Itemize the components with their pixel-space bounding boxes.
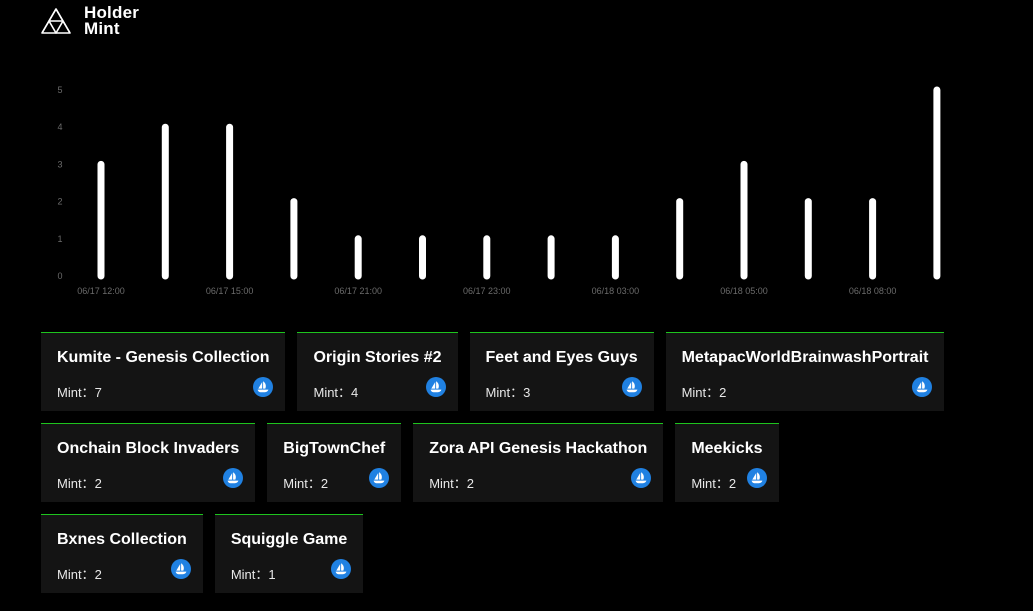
mint-value: 4 [351,385,359,400]
collection-card[interactable]: Feet and Eyes Guys Mint：3 [469,332,654,411]
collection-card[interactable]: Squiggle Game Mint：1 [214,514,364,593]
mint-label: Mint： [230,567,269,582]
mint-value: 1 [268,567,276,582]
mint-count: Mint：2 [691,473,762,492]
mint-value: 2 [94,476,102,491]
collection-name: Meekicks [691,440,763,457]
opensea-icon[interactable] [369,468,390,488]
y-tick-label: 5 [57,85,62,95]
collection-card[interactable]: Origin Stories #2 Mint：4 [297,332,458,411]
collection-row: Kumite - Genesis Collection Mint：7 Origin … [41,332,1001,411]
y-tick-label: 4 [57,122,62,132]
mint-label: Mint： [283,476,321,491]
collection-card[interactable]: MetapacWorldBrainwashPortrait Mint：2 [665,332,945,411]
collection-name: Onchain Block Invaders [57,440,240,457]
mint-label: Mint： [313,385,352,400]
mint-count: Mint：2 [57,473,239,492]
opensea-icon[interactable] [331,559,352,579]
collection-name: Feet and Eyes Guys [485,349,638,366]
y-tick-label: 2 [57,197,62,207]
mint-count: Mint：2 [57,564,187,583]
collection-card[interactable]: Bxnes Collection Mint：2 [41,514,203,593]
x-tick-label: 06/17 21:00 [334,286,382,296]
mint-bar-chart: 0 1 2 3 4 5 06/17 12:00 06/17 15:00 06/17 21:00 0… [57,85,941,296]
mint-count: Mint：7 [57,382,269,401]
collection-row: Onchain Block Invaders Mint：2 BigTownChef M… [41,423,1001,502]
mint-value: 2 [94,567,102,582]
x-tick-label: 06/18 05:00 [720,286,768,296]
collection-card[interactable]: Zora API Genesis Hackathon Mint：2 [413,423,664,502]
mint-label: Mint： [429,476,467,491]
collection-name: BigTownChef [283,440,386,457]
collection-card[interactable]: Meekicks Mint：2 [675,423,779,502]
mint-label: Mint： [57,476,95,491]
mint-value: 2 [466,476,474,491]
mint-value: 3 [523,385,531,400]
mint-count: Mint：3 [486,382,638,401]
brand[interactable]: Holder Mint [40,3,140,38]
collection-name: Kumite - Genesis Collection [57,349,270,366]
mint-count: Mint：4 [313,382,441,401]
brand-line2: Mint [84,19,120,38]
opensea-icon[interactable] [746,468,767,488]
mint-value: 2 [719,385,727,400]
y-tick-label: 0 [57,271,62,281]
opensea-icon[interactable] [621,377,642,397]
opensea-icon[interactable] [912,377,933,397]
mint-count: Mint：1 [231,564,347,583]
brand-line1: Holder [84,3,140,22]
opensea-icon[interactable] [631,468,652,488]
mint-count: Mint：2 [682,382,929,401]
mint-value: 7 [94,385,102,400]
mint-label: Mint： [681,385,720,400]
x-tick-label: 06/18 03:00 [592,286,640,296]
opensea-icon[interactable] [170,559,191,579]
x-tick-label: 06/18 08:00 [849,286,897,296]
mint-count: Mint：2 [429,473,647,492]
mint-label: Mint： [57,567,95,582]
mint-value: 2 [320,476,329,491]
collection-row: Bxnes Collection Mint：2 Squiggle Game Mint：… [41,514,1001,593]
brand-name: Holder Mint [84,3,140,38]
x-tick-label: 06/17 12:00 [77,286,125,296]
collection-card[interactable]: Onchain Block Invaders Mint：2 [41,423,256,502]
collection-name: MetapacWorldBrainwashPortrait [681,349,929,366]
collection-name: Zora API Genesis Hackathon [429,440,648,457]
opensea-icon[interactable] [253,377,274,397]
y-tick-label: 1 [57,234,62,244]
mint-label: Mint： [57,385,95,400]
opensea-icon[interactable] [425,377,446,397]
collection-name: Squiggle Game [230,531,348,548]
opensea-icon[interactable] [223,468,244,488]
mint-label: Mint： [691,476,729,491]
collection-card[interactable]: Kumite - Genesis Collection Mint：7 [41,332,286,411]
x-tick-label: 06/17 15:00 [206,286,254,296]
collection-name: Bxnes Collection [57,531,187,548]
mint-value: 2 [728,476,737,491]
mint-count: Mint：2 [283,473,385,492]
collection-card[interactable]: BigTownChef Mint：2 [267,423,402,502]
y-tick-label: 3 [57,159,62,169]
logo-icon [41,8,71,34]
collection-name: Origin Stories #2 [313,349,442,366]
collection-list: Kumite - Genesis Collection Mint：7 Origin … [41,332,1001,605]
x-tick-label: 06/17 23:00 [463,286,511,296]
mint-label: Mint： [485,385,524,400]
